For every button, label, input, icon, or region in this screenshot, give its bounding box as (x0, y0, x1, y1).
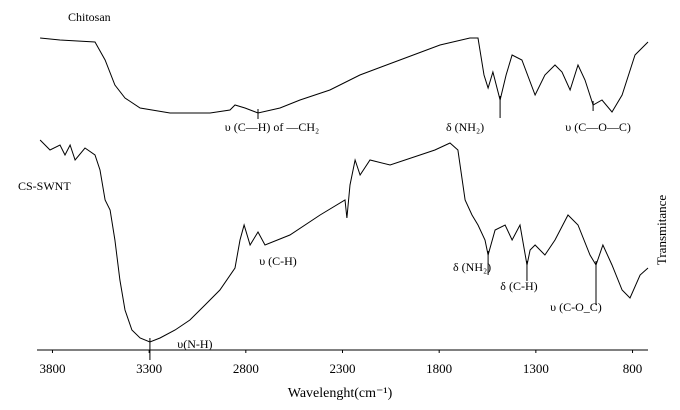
annotation: υ (C-H) (259, 254, 297, 268)
x-tick-label: 2300 (330, 361, 356, 376)
spectrum-line (40, 37, 649, 114)
x-tick-label: 1800 (426, 361, 452, 376)
x-tick-label: 800 (623, 361, 643, 376)
x-tick-label: 3300 (136, 361, 162, 376)
x-tick-label: 1300 (523, 361, 549, 376)
annotation: υ (C—H) of —CH₂ (225, 120, 319, 134)
x-tick-label: 3800 (39, 361, 65, 376)
spectrum-line (39, 139, 649, 343)
x-tick-label: 2800 (233, 361, 259, 376)
series-label: CS-SWNT (18, 179, 71, 193)
annotation: δ (NH₂) (453, 260, 491, 274)
annotation: δ (C-H) (500, 279, 537, 293)
annotation: υ (C—O—C) (565, 120, 631, 134)
series-label: Chitosan (68, 10, 111, 24)
y-axis-label: Transmitance (654, 195, 669, 266)
annotation: υ (C-O_C) (550, 300, 602, 314)
x-axis-label: Wavelenght(cm⁻¹) (288, 386, 393, 401)
annotation: δ (NH₂) (446, 120, 484, 134)
annotation: υ(N-H) (177, 337, 212, 351)
